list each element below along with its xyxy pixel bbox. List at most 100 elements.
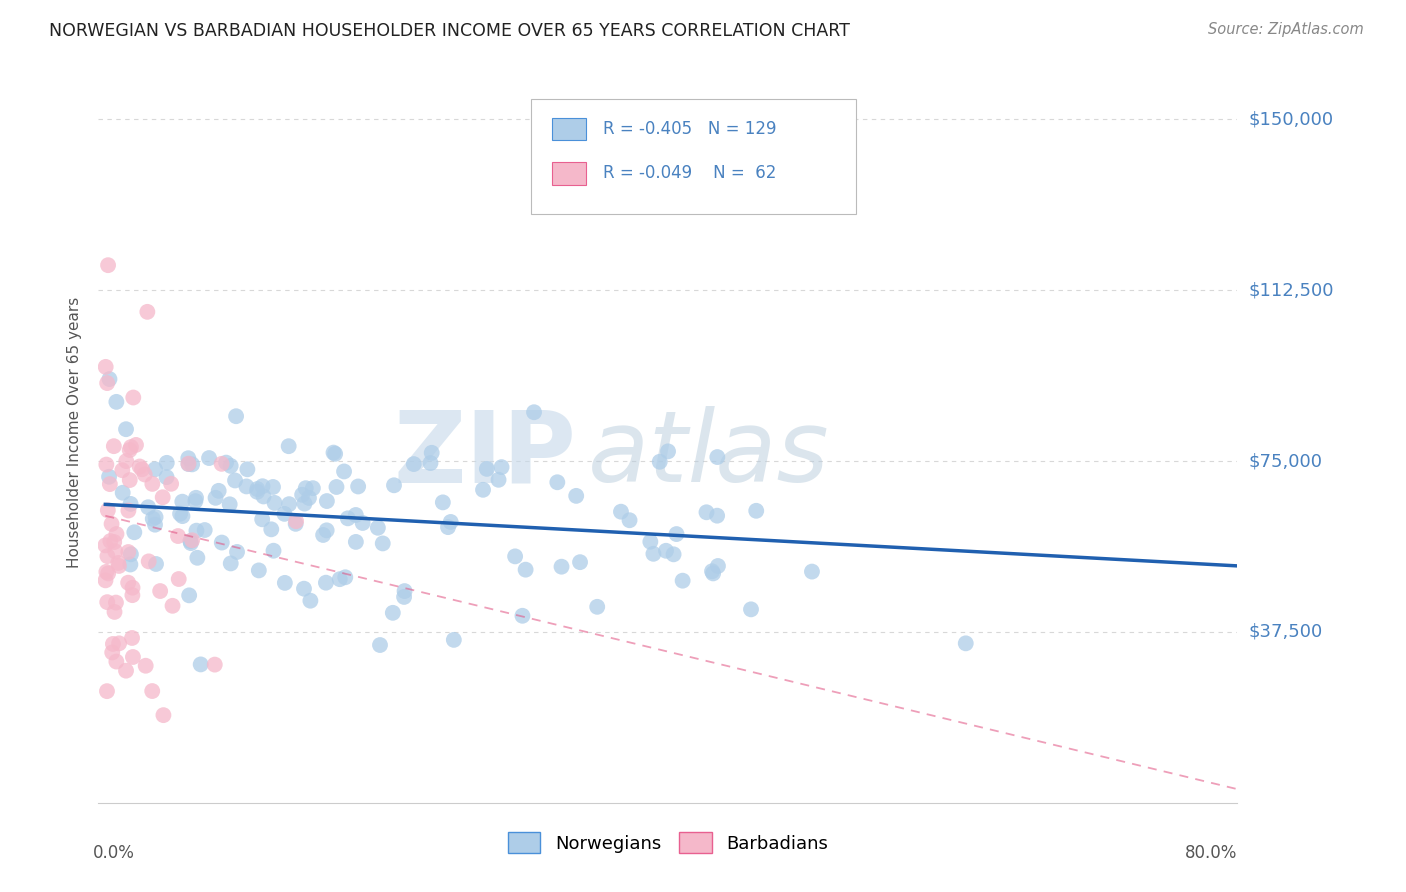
Text: Source: ZipAtlas.com: Source: ZipAtlas.com — [1208, 22, 1364, 37]
Point — [172, 494, 194, 508]
Point — [155, 470, 177, 484]
Text: 80.0%: 80.0% — [1185, 844, 1237, 862]
FancyBboxPatch shape — [551, 118, 586, 140]
Point — [640, 534, 662, 549]
Point — [103, 605, 125, 619]
Point — [167, 529, 190, 543]
Point — [117, 575, 139, 590]
Point — [740, 602, 762, 616]
Point — [274, 575, 297, 590]
Point — [156, 456, 179, 470]
Point — [475, 462, 498, 476]
Point — [167, 572, 190, 586]
Point — [149, 584, 172, 599]
Point — [103, 439, 125, 453]
Point — [515, 563, 537, 577]
Point — [115, 664, 138, 678]
Y-axis label: Householder Income Over 65 years: Householder Income Over 65 years — [67, 297, 83, 568]
Point — [103, 535, 125, 549]
Point — [235, 479, 257, 493]
Text: $75,000: $75,000 — [1249, 452, 1323, 470]
Point — [97, 503, 120, 517]
Point — [117, 503, 139, 517]
Point — [291, 488, 314, 502]
Point — [108, 636, 131, 650]
Point — [96, 376, 118, 390]
Point — [136, 305, 159, 319]
Point — [136, 500, 159, 515]
Point — [97, 258, 120, 272]
Point — [101, 637, 124, 651]
Point — [104, 596, 127, 610]
Text: ZIP: ZIP — [394, 407, 576, 503]
Point — [208, 483, 231, 498]
Point — [315, 575, 337, 590]
Point — [260, 522, 283, 536]
Point — [218, 497, 240, 511]
Point — [181, 458, 204, 472]
Point — [96, 565, 118, 579]
Point — [329, 572, 352, 586]
Point — [367, 521, 389, 535]
Point — [419, 456, 441, 470]
Point — [312, 528, 335, 542]
Point — [569, 555, 592, 569]
Point — [108, 558, 131, 573]
Point — [101, 645, 124, 659]
Point — [294, 481, 316, 495]
Point — [368, 638, 391, 652]
Point — [215, 456, 238, 470]
Point — [198, 451, 221, 466]
Point — [745, 504, 768, 518]
Point — [111, 463, 134, 477]
Point — [94, 574, 117, 588]
Point — [565, 489, 588, 503]
Point — [98, 477, 121, 491]
Point — [382, 478, 405, 492]
Point — [702, 566, 724, 581]
Point — [586, 599, 609, 614]
Point — [141, 684, 163, 698]
Point — [105, 395, 128, 409]
Point — [250, 512, 273, 526]
Point — [120, 558, 142, 572]
Point — [292, 582, 315, 596]
Point — [219, 557, 242, 571]
Point — [121, 631, 143, 645]
Point — [432, 495, 454, 509]
Point — [472, 483, 495, 497]
Point — [672, 574, 695, 588]
Point — [211, 457, 233, 471]
Point — [325, 480, 347, 494]
Point — [252, 490, 274, 504]
Point — [194, 523, 217, 537]
Point — [152, 708, 174, 723]
Point — [302, 481, 325, 495]
Point — [98, 372, 121, 386]
Point — [643, 547, 665, 561]
Point — [98, 469, 121, 483]
Point — [142, 512, 165, 526]
Point — [115, 454, 138, 468]
Text: R = -0.049    N =  62: R = -0.049 N = 62 — [603, 164, 776, 183]
Point — [344, 535, 367, 549]
Point — [706, 508, 728, 523]
Point — [402, 457, 425, 471]
Point — [96, 684, 118, 698]
Point — [160, 476, 183, 491]
Point — [277, 439, 299, 453]
Point — [700, 564, 723, 578]
Point — [322, 445, 344, 459]
Point — [120, 547, 142, 561]
Point — [371, 536, 394, 550]
Point — [523, 405, 546, 419]
Point — [120, 440, 142, 454]
Point — [211, 535, 233, 549]
Text: $37,500: $37,500 — [1249, 623, 1323, 641]
Point — [315, 494, 337, 508]
Point — [336, 511, 359, 525]
Point — [246, 482, 269, 496]
Point — [131, 462, 153, 476]
Point — [443, 632, 465, 647]
Point — [120, 497, 142, 511]
